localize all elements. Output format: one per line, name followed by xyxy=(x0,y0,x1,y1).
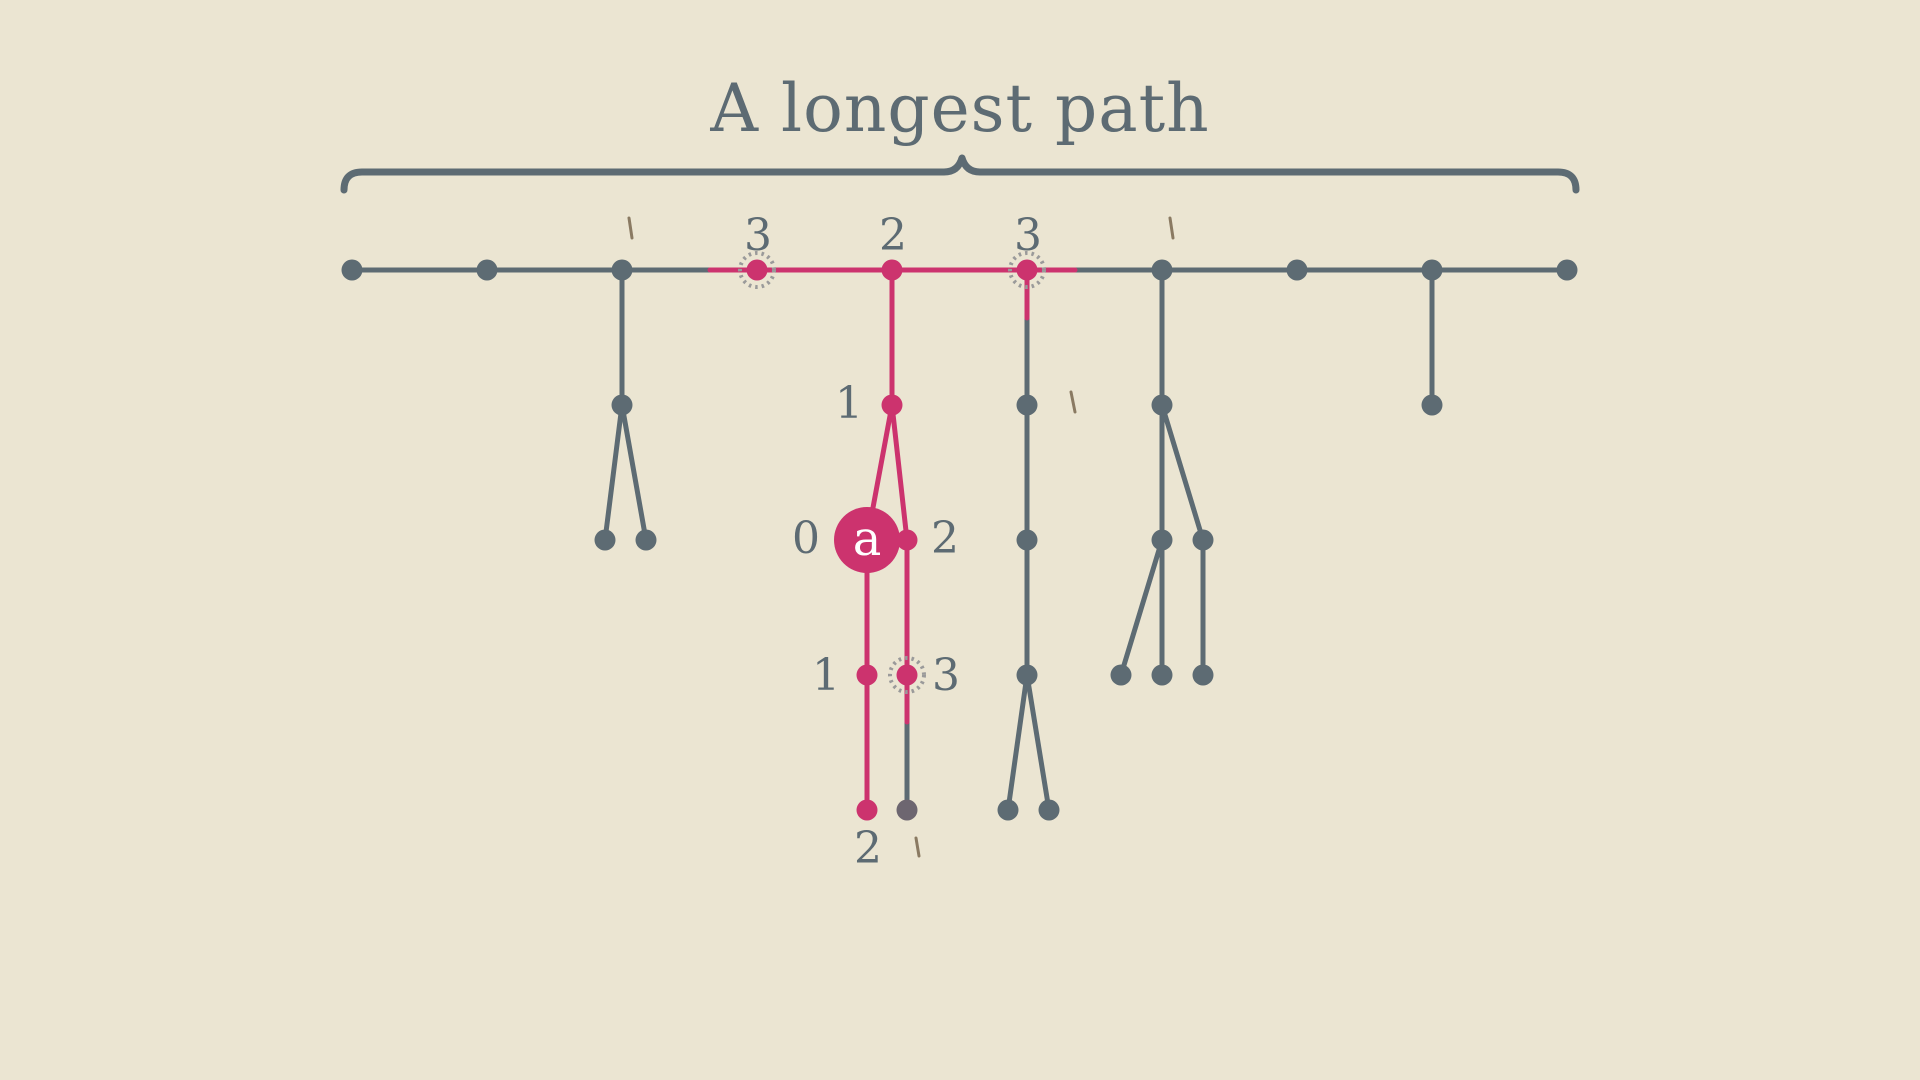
edge-d3-d5 xyxy=(1024,672,1052,813)
node-s5 xyxy=(881,259,903,281)
node-a1 xyxy=(856,664,878,686)
node-s8 xyxy=(1286,259,1308,281)
sparkle-ring-s6 xyxy=(1008,251,1046,289)
node-s3 xyxy=(611,259,633,281)
sparkle-ring-s4 xyxy=(738,251,776,289)
tick-mark-2 xyxy=(1069,390,1077,414)
node-s9 xyxy=(1421,259,1443,281)
edge-e2-e4 xyxy=(1118,537,1165,678)
edge-b1-b1r xyxy=(619,402,649,543)
node-b1l xyxy=(594,529,616,551)
node-s10 xyxy=(1556,259,1578,281)
node-s6 xyxy=(1016,259,1038,281)
tree-edges xyxy=(349,267,1570,813)
tick-mark-1 xyxy=(1168,216,1175,240)
depth-label-c3: 3 xyxy=(932,650,960,701)
depth-label-a: 0 xyxy=(792,513,820,564)
depth-label-s6: 3 xyxy=(1014,210,1042,261)
node-d3 xyxy=(1016,664,1038,686)
longest-path-brace xyxy=(340,154,1580,194)
node-c3 xyxy=(896,664,918,686)
node-d4 xyxy=(997,799,1019,821)
tick-marks xyxy=(627,216,1175,858)
node-e6 xyxy=(1192,664,1214,686)
curly-brace xyxy=(340,154,1580,194)
tick-mark-0 xyxy=(627,216,634,240)
node-d1 xyxy=(1016,394,1038,416)
depth-label-s5: 2 xyxy=(879,210,907,261)
edge-b1-b1l xyxy=(602,402,625,543)
node-b1r xyxy=(635,529,657,551)
node-s1 xyxy=(341,259,363,281)
diagram-title: A longest path xyxy=(710,70,1210,147)
node-e3 xyxy=(1192,529,1214,551)
node-d2 xyxy=(1016,529,1038,551)
node-f1 xyxy=(1421,394,1443,416)
node-c4 xyxy=(896,799,918,821)
node-labels: 3 2 3 1 0 2 1 2 3 xyxy=(744,210,1042,874)
edge-c1-c2 xyxy=(889,402,910,543)
edge-e1-e3 xyxy=(1159,402,1206,543)
node-e1 xyxy=(1151,394,1173,416)
depth-label-a2: 2 xyxy=(854,823,882,874)
root-node-letter: a xyxy=(853,511,882,567)
node-d5 xyxy=(1038,799,1060,821)
depth-label-a1: 1 xyxy=(812,650,840,701)
node-s7 xyxy=(1151,259,1173,281)
node-e2 xyxy=(1151,529,1173,551)
node-e5 xyxy=(1151,664,1173,686)
sparkle-ring-c3 xyxy=(888,656,926,694)
node-e4 xyxy=(1110,664,1132,686)
root-node xyxy=(834,507,900,573)
tick-mark-3 xyxy=(914,836,921,858)
edge-d3-d4 xyxy=(1005,672,1030,813)
node-c2 xyxy=(896,529,918,551)
node-s4 xyxy=(746,259,768,281)
depth-label-s4: 3 xyxy=(744,210,772,261)
tree-nodes: a xyxy=(341,251,1578,821)
node-b1 xyxy=(611,394,633,416)
depth-label-c2: 2 xyxy=(931,513,959,564)
node-c1 xyxy=(881,394,903,416)
node-a2 xyxy=(856,799,878,821)
depth-label-c1: 1 xyxy=(835,378,863,429)
node-s2 xyxy=(476,259,498,281)
